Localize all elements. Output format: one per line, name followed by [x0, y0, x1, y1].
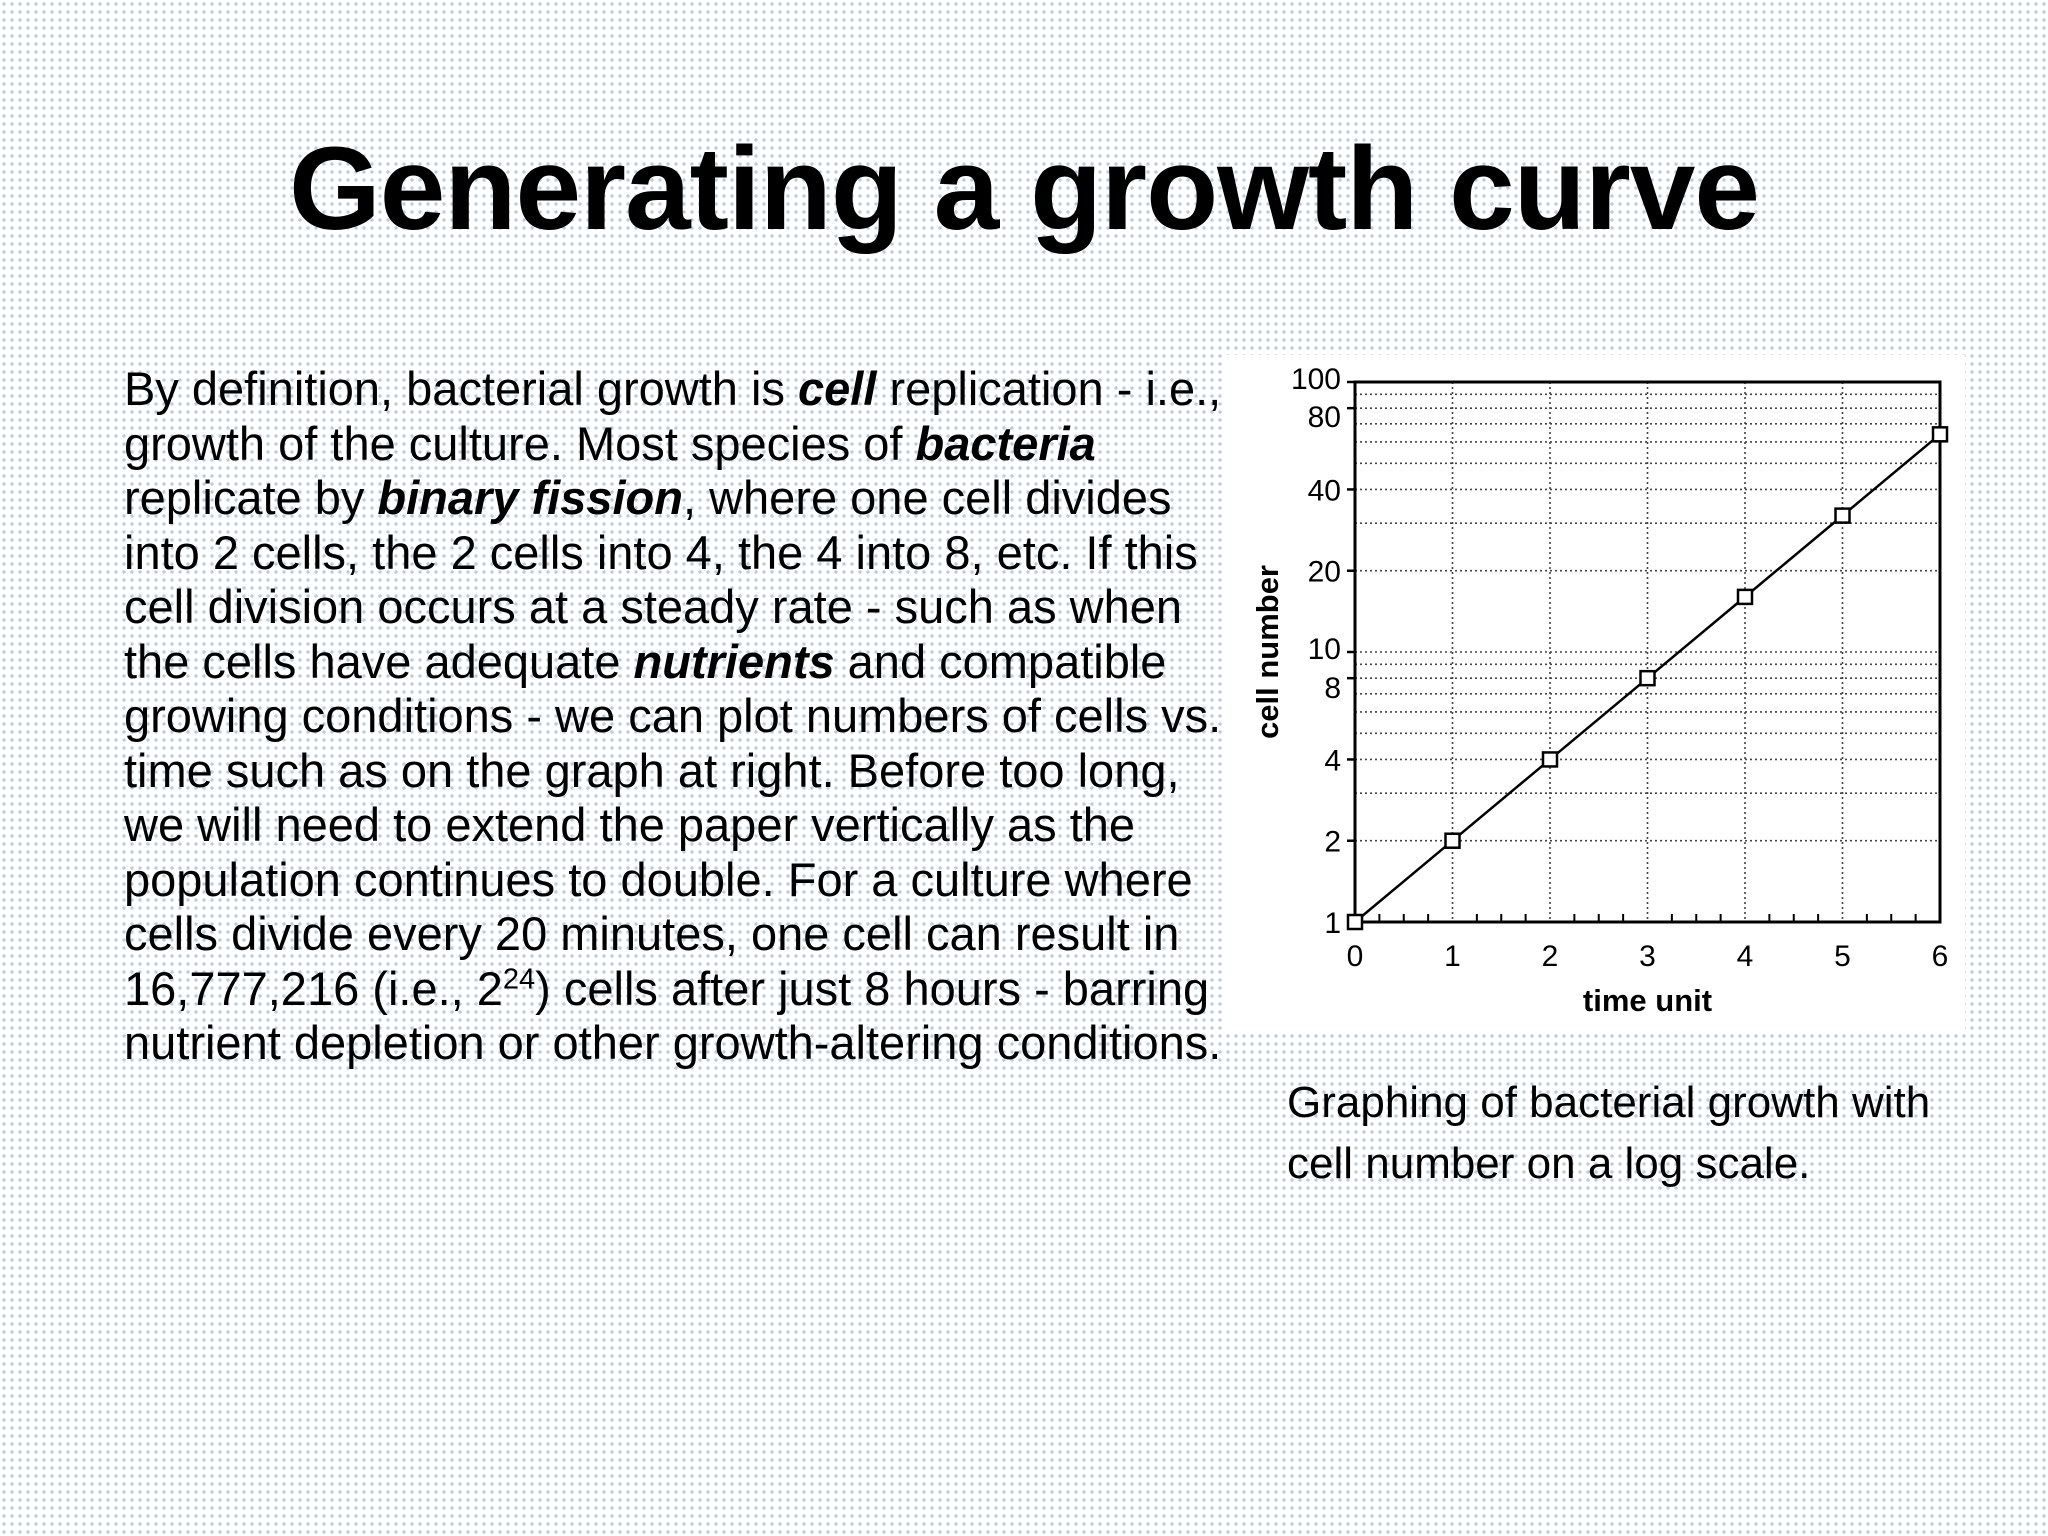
- emphasis-binary-fission: binary fission: [377, 471, 683, 524]
- data-point-marker: [1444, 832, 1461, 849]
- data-point-marker: [1931, 426, 1949, 443]
- text-segment: replication - i.e., growth of the cultur…: [124, 362, 1222, 470]
- text-segment: ) cells after just 8 hours - barring nut…: [124, 961, 1222, 1070]
- emphasis-bacteria: bacteria: [915, 416, 1096, 470]
- x-axis-label: time unit: [1583, 983, 1712, 1018]
- y-tick-label: 2: [1324, 826, 1341, 859]
- x-tick-label: 4: [1737, 940, 1754, 973]
- slide-title: Generating a growth curve: [289, 123, 1760, 255]
- growth-chart: 1 2 4 8 10 20 40 80 100 0 1 2 3 4 5 6 time unit cell numb…: [1225, 355, 1965, 1030]
- x-tick-label: 0: [1347, 940, 1364, 973]
- body-paragraph: By definition, bacterial growth is cell …: [124, 362, 1234, 1071]
- y-tick-label: 1: [1324, 907, 1341, 940]
- y-tick-label: 100: [1291, 363, 1341, 396]
- data-point-marker: [1541, 751, 1559, 768]
- data-point-marker: [1834, 507, 1851, 524]
- text-segment: , where one cell divides into 2 cells, t…: [124, 471, 1198, 688]
- y-tick-label: 80: [1308, 401, 1341, 434]
- y-tick-label: 4: [1324, 744, 1341, 777]
- data-point-marker: [1736, 588, 1754, 606]
- y-axis-label: cell number: [1250, 565, 1285, 739]
- text-segment: and compatible growing conditions - we c…: [124, 634, 1222, 1015]
- x-tick-label: 2: [1542, 940, 1559, 973]
- superscript-exponent: 24: [502, 962, 536, 995]
- x-tick-label: 3: [1639, 940, 1656, 973]
- data-point-marker: [1346, 913, 1364, 931]
- x-tick-label: 1: [1444, 940, 1461, 973]
- figure-caption: Graphing of bacterial growth with cell n…: [1287, 1078, 1931, 1188]
- y-tick-label: 8: [1324, 672, 1341, 705]
- y-tick-label: 20: [1308, 556, 1341, 589]
- y-tick-label: 10: [1308, 633, 1341, 666]
- x-tick-label: 5: [1834, 940, 1851, 973]
- x-tick-label: 6: [1932, 940, 1949, 973]
- text-segment: replicate by: [124, 471, 378, 524]
- text-segment: By definition, bacterial growth is: [124, 362, 798, 415]
- y-tick-label: 40: [1308, 474, 1341, 507]
- emphasis-nutrients: nutrients: [633, 634, 835, 688]
- emphasis-cell: cell: [798, 362, 877, 415]
- data-point-marker: [1639, 669, 1656, 687]
